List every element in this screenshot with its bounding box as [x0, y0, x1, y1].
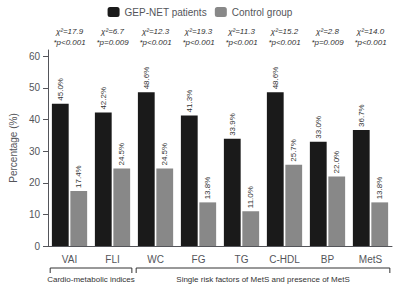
svg-text:13.8%: 13.8% — [375, 177, 384, 200]
svg-text:BP: BP — [321, 254, 335, 265]
svg-text:41.3%: 41.3% — [185, 90, 194, 113]
svg-text:χ²=2.8: χ²=2.8 — [315, 27, 339, 36]
svg-text:TG: TG — [235, 254, 249, 265]
svg-text:36.7%: 36.7% — [357, 104, 366, 127]
svg-text:33.9%: 33.9% — [228, 113, 237, 136]
svg-text:48.6%: 48.6% — [271, 67, 280, 90]
svg-text:50: 50 — [29, 82, 41, 93]
svg-text:MetS: MetS — [359, 254, 383, 265]
svg-text:FLI: FLI — [105, 254, 119, 265]
svg-text:χ²=12.3: χ²=12.3 — [141, 27, 170, 36]
svg-text:*p<0.001: *p<0.001 — [139, 38, 171, 47]
svg-text:Percentage (%): Percentage (%) — [8, 113, 19, 182]
svg-text:χ²=17.9: χ²=17.9 — [55, 27, 84, 36]
svg-text:45.0%: 45.0% — [56, 78, 65, 101]
svg-text:22.0%: 22.0% — [332, 151, 341, 174]
svg-text:*p<0.001: *p<0.001 — [354, 38, 386, 47]
svg-text:13.8%: 13.8% — [203, 177, 212, 200]
svg-text:*p=0.009: *p=0.009 — [311, 38, 344, 47]
svg-text:60: 60 — [29, 51, 41, 62]
svg-text:GEP-NET patients: GEP-NET patients — [125, 7, 207, 18]
svg-text:Cardio-metabolic indices: Cardio-metabolic indices — [47, 275, 135, 284]
svg-text:χ²=11.3: χ²=11.3 — [227, 27, 255, 36]
svg-text:*p<0.001: *p<0.001 — [225, 38, 257, 47]
svg-text:30: 30 — [29, 146, 41, 157]
svg-text:*p<0.001: *p<0.001 — [53, 38, 85, 47]
svg-text:24.5%: 24.5% — [160, 143, 169, 166]
svg-text:VAI: VAI — [62, 254, 77, 265]
svg-text:*p<0.001: *p<0.001 — [268, 38, 300, 47]
svg-text:C-HDL: C-HDL — [269, 254, 300, 265]
svg-text:FG: FG — [192, 254, 206, 265]
svg-text:0: 0 — [34, 241, 40, 252]
svg-text:*p=0.009: *p=0.009 — [96, 38, 129, 47]
svg-text:Control group: Control group — [232, 7, 293, 18]
svg-text:*p<0.001: *p<0.001 — [182, 38, 214, 47]
svg-text:25.7%: 25.7% — [289, 139, 298, 162]
svg-text:χ²=14.0: χ²=14.0 — [356, 27, 385, 36]
svg-text:24.5%: 24.5% — [117, 143, 126, 166]
svg-text:33.0%: 33.0% — [314, 116, 323, 139]
svg-text:χ²=6.7: χ²=6.7 — [100, 27, 124, 36]
svg-text:χ²=19.3: χ²=19.3 — [184, 27, 213, 36]
svg-text:χ²=15.2: χ²=15.2 — [270, 27, 299, 36]
svg-text:WC: WC — [147, 254, 164, 265]
svg-text:10: 10 — [29, 209, 41, 220]
svg-text:40: 40 — [29, 114, 41, 125]
svg-text:20: 20 — [29, 177, 41, 188]
svg-text:Single risk factors of MetS an: Single risk factors of MetS and presence… — [176, 275, 349, 284]
svg-text:42.2%: 42.2% — [99, 87, 108, 110]
svg-text:48.6%: 48.6% — [142, 67, 151, 90]
svg-text:17.4%: 17.4% — [74, 165, 83, 188]
svg-text:11.0%: 11.0% — [246, 186, 255, 208]
